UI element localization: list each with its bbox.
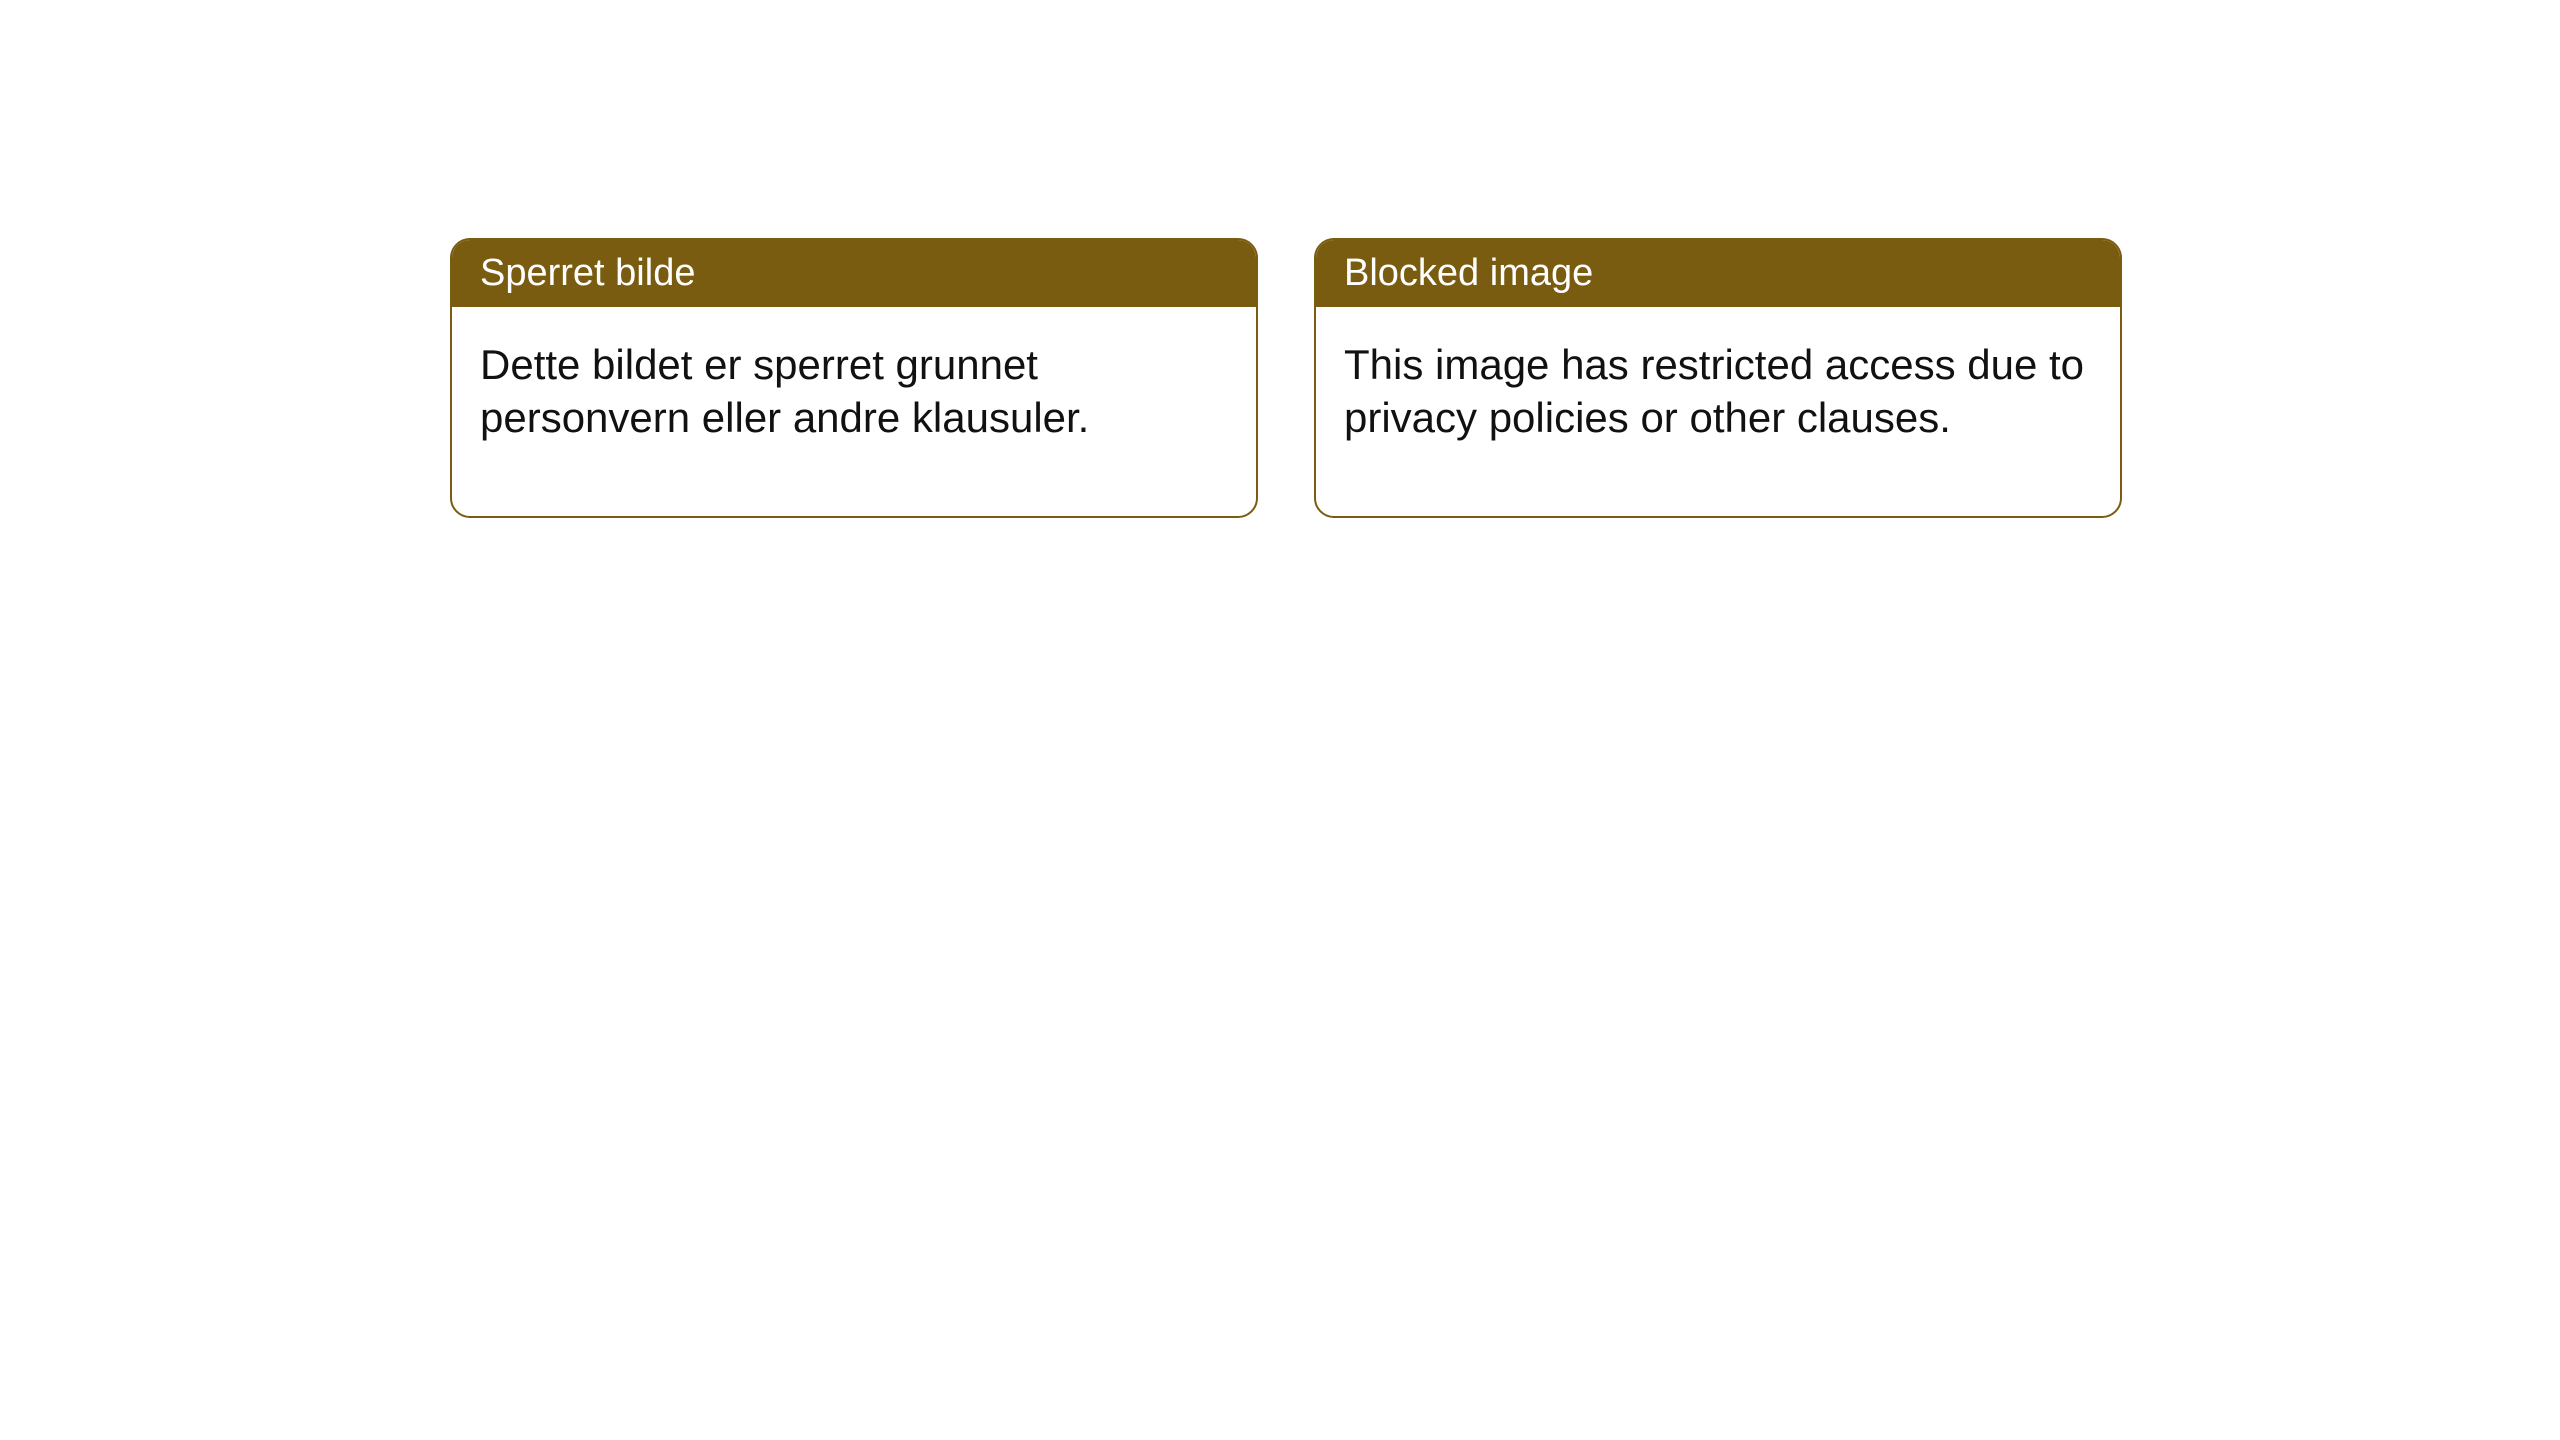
notice-card-body: This image has restricted access due to … bbox=[1316, 307, 2120, 516]
notice-card-en: Blocked image This image has restricted … bbox=[1314, 238, 2122, 518]
notice-card-no: Sperret bilde Dette bildet er sperret gr… bbox=[450, 238, 1258, 518]
notice-card-body: Dette bildet er sperret grunnet personve… bbox=[452, 307, 1256, 516]
notice-card-title: Sperret bilde bbox=[480, 252, 695, 294]
notice-card-header: Sperret bilde bbox=[452, 240, 1256, 307]
notice-card-text: This image has restricted access due to … bbox=[1344, 341, 2084, 441]
notice-card-text: Dette bildet er sperret grunnet personve… bbox=[480, 341, 1089, 441]
notice-card-header: Blocked image bbox=[1316, 240, 2120, 307]
notice-cards-container: Sperret bilde Dette bildet er sperret gr… bbox=[450, 238, 2122, 518]
notice-card-title: Blocked image bbox=[1344, 252, 1593, 294]
